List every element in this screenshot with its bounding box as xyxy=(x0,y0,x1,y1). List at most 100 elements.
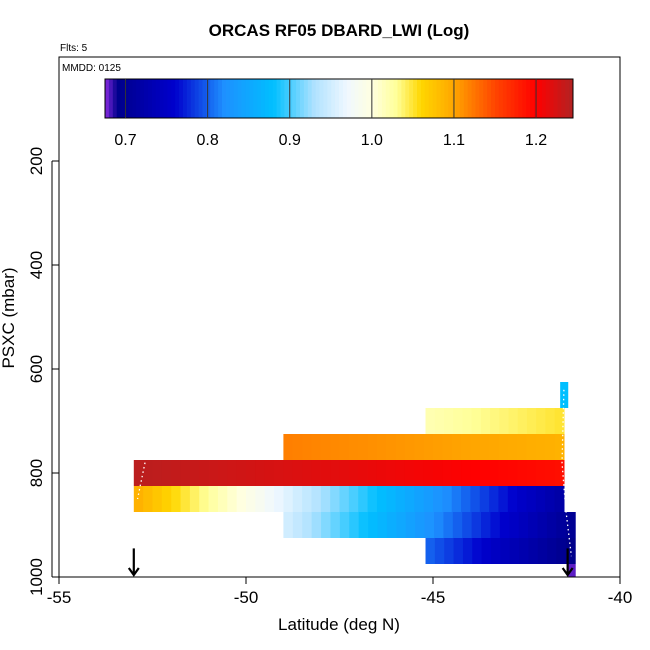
colorbar-segment xyxy=(374,79,379,118)
colorbar-segment xyxy=(366,79,371,118)
colorbar-segment xyxy=(432,79,437,118)
colorbar-segment xyxy=(444,79,449,118)
colorbar-segment xyxy=(179,79,184,118)
colorbar-tick-label: 1.0 xyxy=(361,132,383,149)
colorbar-segment xyxy=(475,79,480,118)
heatmap-cell xyxy=(509,512,520,538)
heatmap-cell xyxy=(508,408,519,434)
colorbar-segment xyxy=(241,79,246,118)
heatmap-cell xyxy=(565,538,576,564)
colorbar-segment xyxy=(144,79,149,118)
colorbar-segment xyxy=(428,79,434,118)
arrow-markers xyxy=(127,548,574,577)
heatmap-cell xyxy=(424,512,435,538)
colorbar-segment xyxy=(202,79,207,118)
heatmap-cell xyxy=(199,460,210,486)
heatmap-cell xyxy=(480,408,491,434)
heatmap-cell xyxy=(339,434,350,460)
heatmap-cell xyxy=(517,408,528,434)
heatmap-cell xyxy=(171,486,182,512)
heatmap-cell xyxy=(376,460,387,486)
colorbar-segment xyxy=(128,79,133,118)
heatmap-cell xyxy=(545,434,556,460)
colorbar: 0.7 0.8 0.9 1.0 1.1 1.2 xyxy=(104,78,574,149)
colorbar-segment xyxy=(261,79,266,118)
heatmap-cell xyxy=(189,486,200,512)
arrow-marker xyxy=(561,567,574,577)
heatmap-cell xyxy=(330,460,341,486)
heatmap-cell xyxy=(423,434,434,460)
x-tick-label: -40 xyxy=(608,588,633,607)
heatmap-cell xyxy=(461,434,471,460)
heatmap-cell xyxy=(545,408,556,434)
heatmap-cell xyxy=(395,434,406,460)
heatmap-cell xyxy=(368,512,379,538)
colorbar-segment xyxy=(186,79,192,118)
heatmap-cell xyxy=(451,434,462,460)
colorbar-segment xyxy=(448,79,453,118)
heatmap-cell xyxy=(535,460,546,486)
colorbar-segment xyxy=(249,79,254,118)
heatmap-cell xyxy=(348,486,359,512)
heatmap-cell xyxy=(358,434,369,460)
heatmap-cell xyxy=(415,512,426,538)
colorbar-segment xyxy=(385,79,391,118)
heatmap-cell xyxy=(556,538,567,564)
colorbar-segment xyxy=(331,79,336,118)
colorbar-segment xyxy=(303,79,309,118)
colorbar-segment xyxy=(459,79,465,118)
colorbar-segment xyxy=(530,79,535,118)
heatmap-cell xyxy=(339,486,350,512)
heatmap-cell xyxy=(517,460,528,486)
heatmap-cell xyxy=(143,460,154,486)
colorbar-segment xyxy=(397,79,402,118)
x-tick-label: -55 xyxy=(47,588,72,607)
heatmap-cell xyxy=(434,408,445,434)
colorbar-tick-label: 0.8 xyxy=(197,132,219,149)
heatmap-cell xyxy=(481,512,492,538)
heatmap-cell xyxy=(302,460,313,486)
heatmap-cell xyxy=(499,512,510,538)
colorbar-segment xyxy=(311,79,317,118)
heatmap-cell xyxy=(189,460,200,486)
heatmap-cell xyxy=(471,408,482,434)
colorbar-segment xyxy=(549,79,554,118)
heatmap-cell xyxy=(461,486,471,512)
colorbar-segment xyxy=(342,79,348,118)
heatmap-cell xyxy=(180,486,191,512)
colorbar-segment xyxy=(436,79,441,118)
heatmap-cell xyxy=(348,434,359,460)
colorbar-segment xyxy=(190,79,196,118)
heatmap-cell xyxy=(208,460,219,486)
heatmap-cell xyxy=(537,512,548,538)
heatmap-cell xyxy=(490,512,501,538)
heatmap-cell xyxy=(498,434,509,460)
heatmap-cell xyxy=(519,538,529,564)
colorbar-segment xyxy=(491,79,496,118)
colorbar-segment xyxy=(495,79,500,118)
heatmap-cell xyxy=(321,512,332,538)
colorbar-segment xyxy=(253,79,258,118)
heatmap-cell xyxy=(526,408,537,434)
colorbar-segment xyxy=(506,79,512,118)
colorbar-segment xyxy=(354,79,359,118)
heatmap-cell xyxy=(451,460,462,486)
heatmap-cell xyxy=(489,434,500,460)
colorbar-segment xyxy=(440,79,445,118)
heatmap-cell xyxy=(517,486,528,512)
heatmap-cell xyxy=(443,408,454,434)
y-tick-label: 600 xyxy=(27,355,46,383)
heatmap-cell xyxy=(479,434,490,460)
heatmap-cell xyxy=(499,408,510,434)
colorbar-segment xyxy=(409,79,414,118)
y-tick-label: 200 xyxy=(27,147,46,175)
colorbar-segment xyxy=(229,79,235,118)
colorbar-segment xyxy=(319,79,324,118)
heatmap-cell xyxy=(526,486,537,512)
heatmap-cell xyxy=(367,486,378,512)
flight-tracks xyxy=(136,389,573,557)
chart-title: ORCAS RF05 DBARD_LWI (Log) xyxy=(209,21,470,40)
heatmap-cell xyxy=(377,512,388,538)
heatmap-cell xyxy=(255,460,266,486)
